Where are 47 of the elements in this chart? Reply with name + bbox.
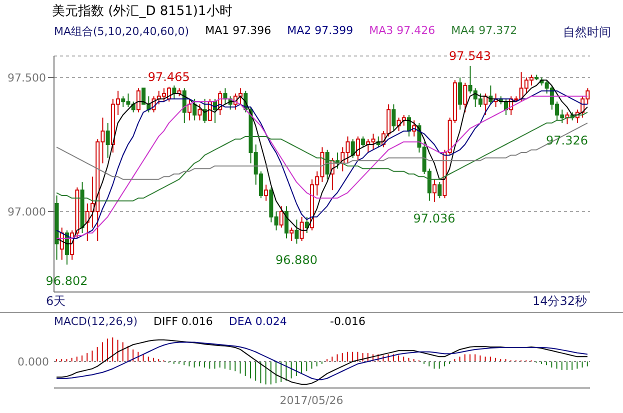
text: MA2 97.399 bbox=[287, 24, 354, 39]
ref-line-label: 0.000 bbox=[18, 355, 49, 368]
candlestick bbox=[300, 216, 304, 242]
annotation: 97.465 bbox=[148, 70, 190, 84]
candlestick bbox=[361, 136, 366, 148]
text: 自然时间 bbox=[563, 24, 611, 41]
candlestick bbox=[463, 82, 468, 113]
candlestick bbox=[188, 98, 192, 121]
text: -0.016 bbox=[330, 315, 366, 328]
y-tick-label: 97.000 bbox=[8, 205, 46, 218]
legend-title: MA组合(5,10,20,40,60,0) bbox=[54, 24, 190, 39]
chart-title: 美元指数 (外汇_D 8151)1小时 bbox=[52, 3, 232, 20]
candlestick bbox=[192, 98, 197, 121]
line-series bbox=[56, 112, 588, 202]
candlestick bbox=[279, 206, 284, 228]
text: 14分32秒 bbox=[532, 293, 587, 310]
annotation: 97.543 bbox=[449, 48, 492, 63]
candlestick bbox=[458, 76, 462, 110]
candlestick bbox=[356, 136, 360, 162]
text: MA1 97.396 bbox=[205, 24, 272, 39]
candlestick bbox=[325, 149, 330, 180]
text: 2017/05/26 bbox=[278, 394, 344, 407]
legend-title: MACD(12,26,9) bbox=[54, 315, 138, 328]
annotation: 96.880 bbox=[275, 253, 318, 268]
candlestick bbox=[432, 178, 437, 202]
series-label: DEA 0.024 bbox=[228, 315, 287, 328]
candlestick bbox=[392, 104, 396, 132]
candlestick bbox=[350, 138, 355, 158]
candlestick bbox=[202, 98, 207, 124]
candlestick bbox=[172, 85, 176, 100]
candlestick bbox=[294, 219, 299, 244]
candlestick bbox=[136, 88, 140, 113]
text: MA3 97.426 bbox=[369, 24, 436, 39]
candlestick bbox=[264, 184, 268, 202]
text: 6天 bbox=[46, 293, 66, 310]
candlestick bbox=[484, 93, 488, 116]
candlestick bbox=[106, 122, 110, 158]
series-label: DIFF 0.016 bbox=[154, 315, 213, 328]
candlestick bbox=[223, 88, 228, 105]
y-tick-label: 97.500 bbox=[8, 71, 46, 84]
candlestick bbox=[284, 206, 288, 239]
candlestick bbox=[290, 227, 294, 242]
text: MA4 97.372 bbox=[451, 24, 518, 39]
candlestick bbox=[198, 104, 202, 121]
candlestick bbox=[438, 182, 442, 199]
line-series bbox=[56, 122, 588, 180]
annotation: 97.036 bbox=[413, 211, 456, 226]
